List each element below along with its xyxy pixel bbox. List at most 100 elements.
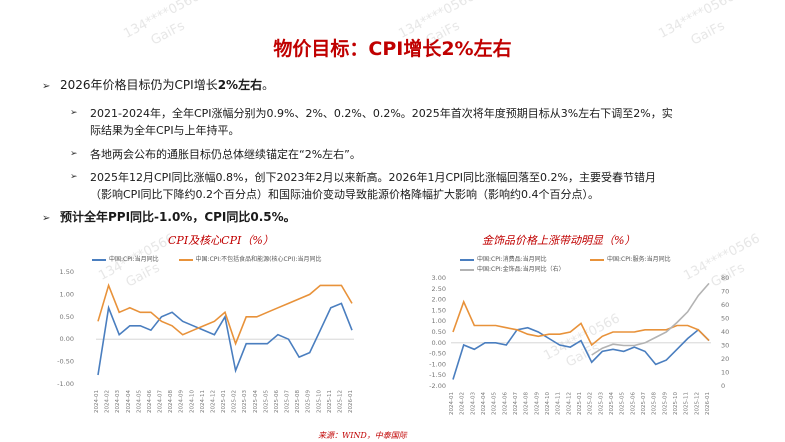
series-line-2: [591, 282, 710, 356]
x-tick-label: 2024-10: [189, 390, 195, 413]
x-tick-label: 2024-09: [179, 390, 185, 413]
x-tick-label: 2026-01: [348, 390, 354, 413]
x-tick-label: 2025-09: [662, 392, 668, 415]
legend-swatch: [460, 268, 474, 271]
x-tick-label: 2025-10: [673, 392, 679, 415]
sub-bullet-local-targets: ➢ 各地两会公布的通胀目标仍总体继续锚定在“2%左右”。: [70, 146, 361, 163]
x-tick-label: 2024-12: [210, 390, 216, 413]
series-line-0: [452, 326, 710, 380]
x-tick-label: 2025-08: [295, 390, 301, 413]
arrow-bullet-icon: ➢: [70, 108, 78, 118]
y-right-tick-label: 40: [721, 328, 729, 336]
y-right-tick-label: 50: [721, 315, 729, 323]
sub-bullet-text-line2: 际结果为全年CPI与上年持平。: [90, 124, 240, 137]
x-tick-label: 2024-11: [200, 390, 206, 413]
source-note: 来源：WIND，中泰国际: [318, 431, 407, 440]
x-tick-label: 2025-06: [274, 390, 280, 413]
x-tick-label: 2025-01: [221, 390, 227, 413]
bullet-text: 预计全年PPI同比-1.0%，CPI同比0.5%。: [60, 210, 296, 224]
y-left-tick-label: -0.50: [429, 350, 446, 358]
x-tick-label: 2024-04: [481, 392, 487, 415]
sub-bullet-text: 各地两会公布的通胀目标仍总体继续锚定在“2%左右”。: [90, 148, 361, 161]
legend-swatch: [178, 258, 193, 261]
arrow-bullet-icon: ➢: [42, 81, 51, 92]
chart-right-legend-row1b: 中国:CPI:服务:当月同比: [590, 254, 671, 263]
x-tick-label: 2024-07: [513, 392, 519, 415]
bullet-bold-text: 2%左右: [217, 78, 263, 92]
chart-right-legend-row1: 中国:CPI:消费品:当月同比: [460, 254, 547, 263]
x-tick-label: 2024-01: [94, 390, 100, 413]
x-tick-label: 2024-05: [492, 392, 498, 415]
y-right-tick-label: 60: [721, 301, 729, 309]
sub-bullet-recent-cpi: ➢ 2025年12月CPI同比涨幅0.8%，创下2023年2月以来新高。2026…: [70, 169, 656, 203]
x-tick-label: 2025-01: [577, 392, 583, 415]
y-right-tick-label: 10: [721, 369, 729, 377]
sub-bullet-text-line1: 2021-2024年，全年CPI涨幅分别为0.9%、2%、0.2%、0.2%。2…: [90, 107, 673, 120]
y-left-tick-label: 1.50: [432, 306, 446, 314]
x-tick-label: 2024-11: [556, 392, 562, 415]
x-tick-label: 2025-06: [630, 392, 636, 415]
x-tick-label: 2025-02: [588, 392, 594, 415]
y-right-tick-label: 70: [721, 288, 729, 296]
series-line-1: [452, 299, 710, 347]
y-left-tick-label: 0.00: [432, 339, 446, 347]
x-tick-label: 2025-10: [316, 390, 322, 413]
chart-left-title: CPI及核心CPI（%）: [168, 234, 274, 247]
y-left-tick-label: 2.00: [432, 296, 446, 304]
y-tick-label: 1.50: [60, 268, 74, 276]
x-tick-label: 2025-09: [306, 390, 312, 413]
x-tick-label: 2025-04: [609, 392, 615, 415]
y-left-tick-label: 1.00: [432, 317, 446, 325]
x-tick-label: 2025-05: [263, 390, 269, 413]
chart-right: 3.00 2.50 2.00 1.50 1.00 0.50 0.00 -0.50 -1.00 -1…: [429, 274, 729, 415]
x-tick-label: 2025-08: [652, 392, 658, 415]
x-tick-label: 2024-06: [147, 390, 153, 413]
x-tick-label: 2024-05: [136, 390, 142, 413]
y-right-tick-label: 20: [721, 355, 729, 363]
x-tick-label: 2024-10: [545, 392, 551, 415]
y-left-tick-label: 2.50: [432, 285, 446, 293]
y-left-tick-label: -2.00: [429, 382, 446, 390]
y-tick-label: -0.50: [57, 358, 74, 366]
x-tick-label: 2025-07: [641, 392, 647, 415]
y-tick-label: 0.50: [60, 313, 74, 321]
legend-label: 中国:CPI:金饰品:当月同比（右）: [477, 266, 565, 273]
x-tick-label: 2025-02: [232, 390, 238, 413]
y-right-tick-label: 80: [721, 274, 729, 282]
legend-label: 中国:CPI:不包括食品和能源(核心CPI):当月同比: [195, 256, 322, 263]
legend-label: 中国:CPI:当月同比: [109, 256, 159, 263]
legend-swatch: [590, 258, 604, 261]
legend-label: 中国:CPI:服务:当月同比: [607, 256, 671, 263]
x-tick-label: 2024-09: [534, 392, 540, 415]
y-right-tick-label: 0: [721, 382, 725, 390]
legend-label: 中国:CPI:消费品:当月同比: [477, 256, 547, 263]
y-left-tick-label: -1.00: [429, 360, 446, 368]
page-title: 物价目标：CPI增长2%左右: [273, 38, 512, 60]
arrow-bullet-icon: ➢: [70, 172, 78, 182]
sub-bullet-text-line2: （影响CPI同比下降约0.2个百分点）和国际油价变动导致能源价格降幅扩大影响（影…: [90, 188, 600, 201]
y-tick-label: 1.00: [60, 290, 74, 298]
y-left-tick-label: -1.50: [429, 371, 446, 379]
series-line-0: [97, 302, 353, 376]
bullet-text: 2026年价格目标仍为CPI增长: [60, 78, 218, 92]
x-tick-label: 2024-07: [158, 390, 164, 413]
y-left-tick-label: 3.00: [432, 274, 446, 282]
x-tick-label: 2024-03: [470, 392, 476, 415]
x-tick-label: 2025-03: [242, 390, 248, 413]
chart-left: 1.50 1.00 0.50 0.00 -0.50 -1.00 2024-01 2024-02…: [57, 268, 354, 413]
sub-bullet-text-line1: 2025年12月CPI同比涨幅0.8%，创下2023年2月以来新高。2026年1…: [90, 171, 656, 184]
x-tick-label: 2025-03: [598, 392, 604, 415]
series-line-1: [97, 282, 353, 347]
x-tick-label: 2024-01: [449, 392, 455, 415]
x-tick-label: 2024-06: [502, 392, 508, 415]
y-tick-label: 0.00: [60, 335, 74, 343]
chart-right-legend-row2: 中国:CPI:金饰品:当月同比（右）: [460, 264, 565, 273]
sub-bullet-history: ➢ 2021-2024年，全年CPI涨幅分别为0.9%、2%、0.2%、0.2%…: [70, 105, 673, 139]
bullet-text-end: 。: [262, 78, 275, 92]
chart-left-legend: 中国:CPI:当月同比 中国:CPI:不包括食品和能源(核心CPI):当月同比: [92, 254, 321, 263]
bullet-ppi-forecast: ➢ 预计全年PPI同比-1.0%，CPI同比0.5%。: [42, 208, 296, 228]
chart-right-title: 金饰品价格上涨带动明显（%）: [482, 234, 636, 247]
x-tick-label: 2025-12: [337, 390, 343, 413]
arrow-bullet-icon: ➢: [70, 149, 78, 159]
x-tick-label: 2024-02: [460, 392, 466, 415]
